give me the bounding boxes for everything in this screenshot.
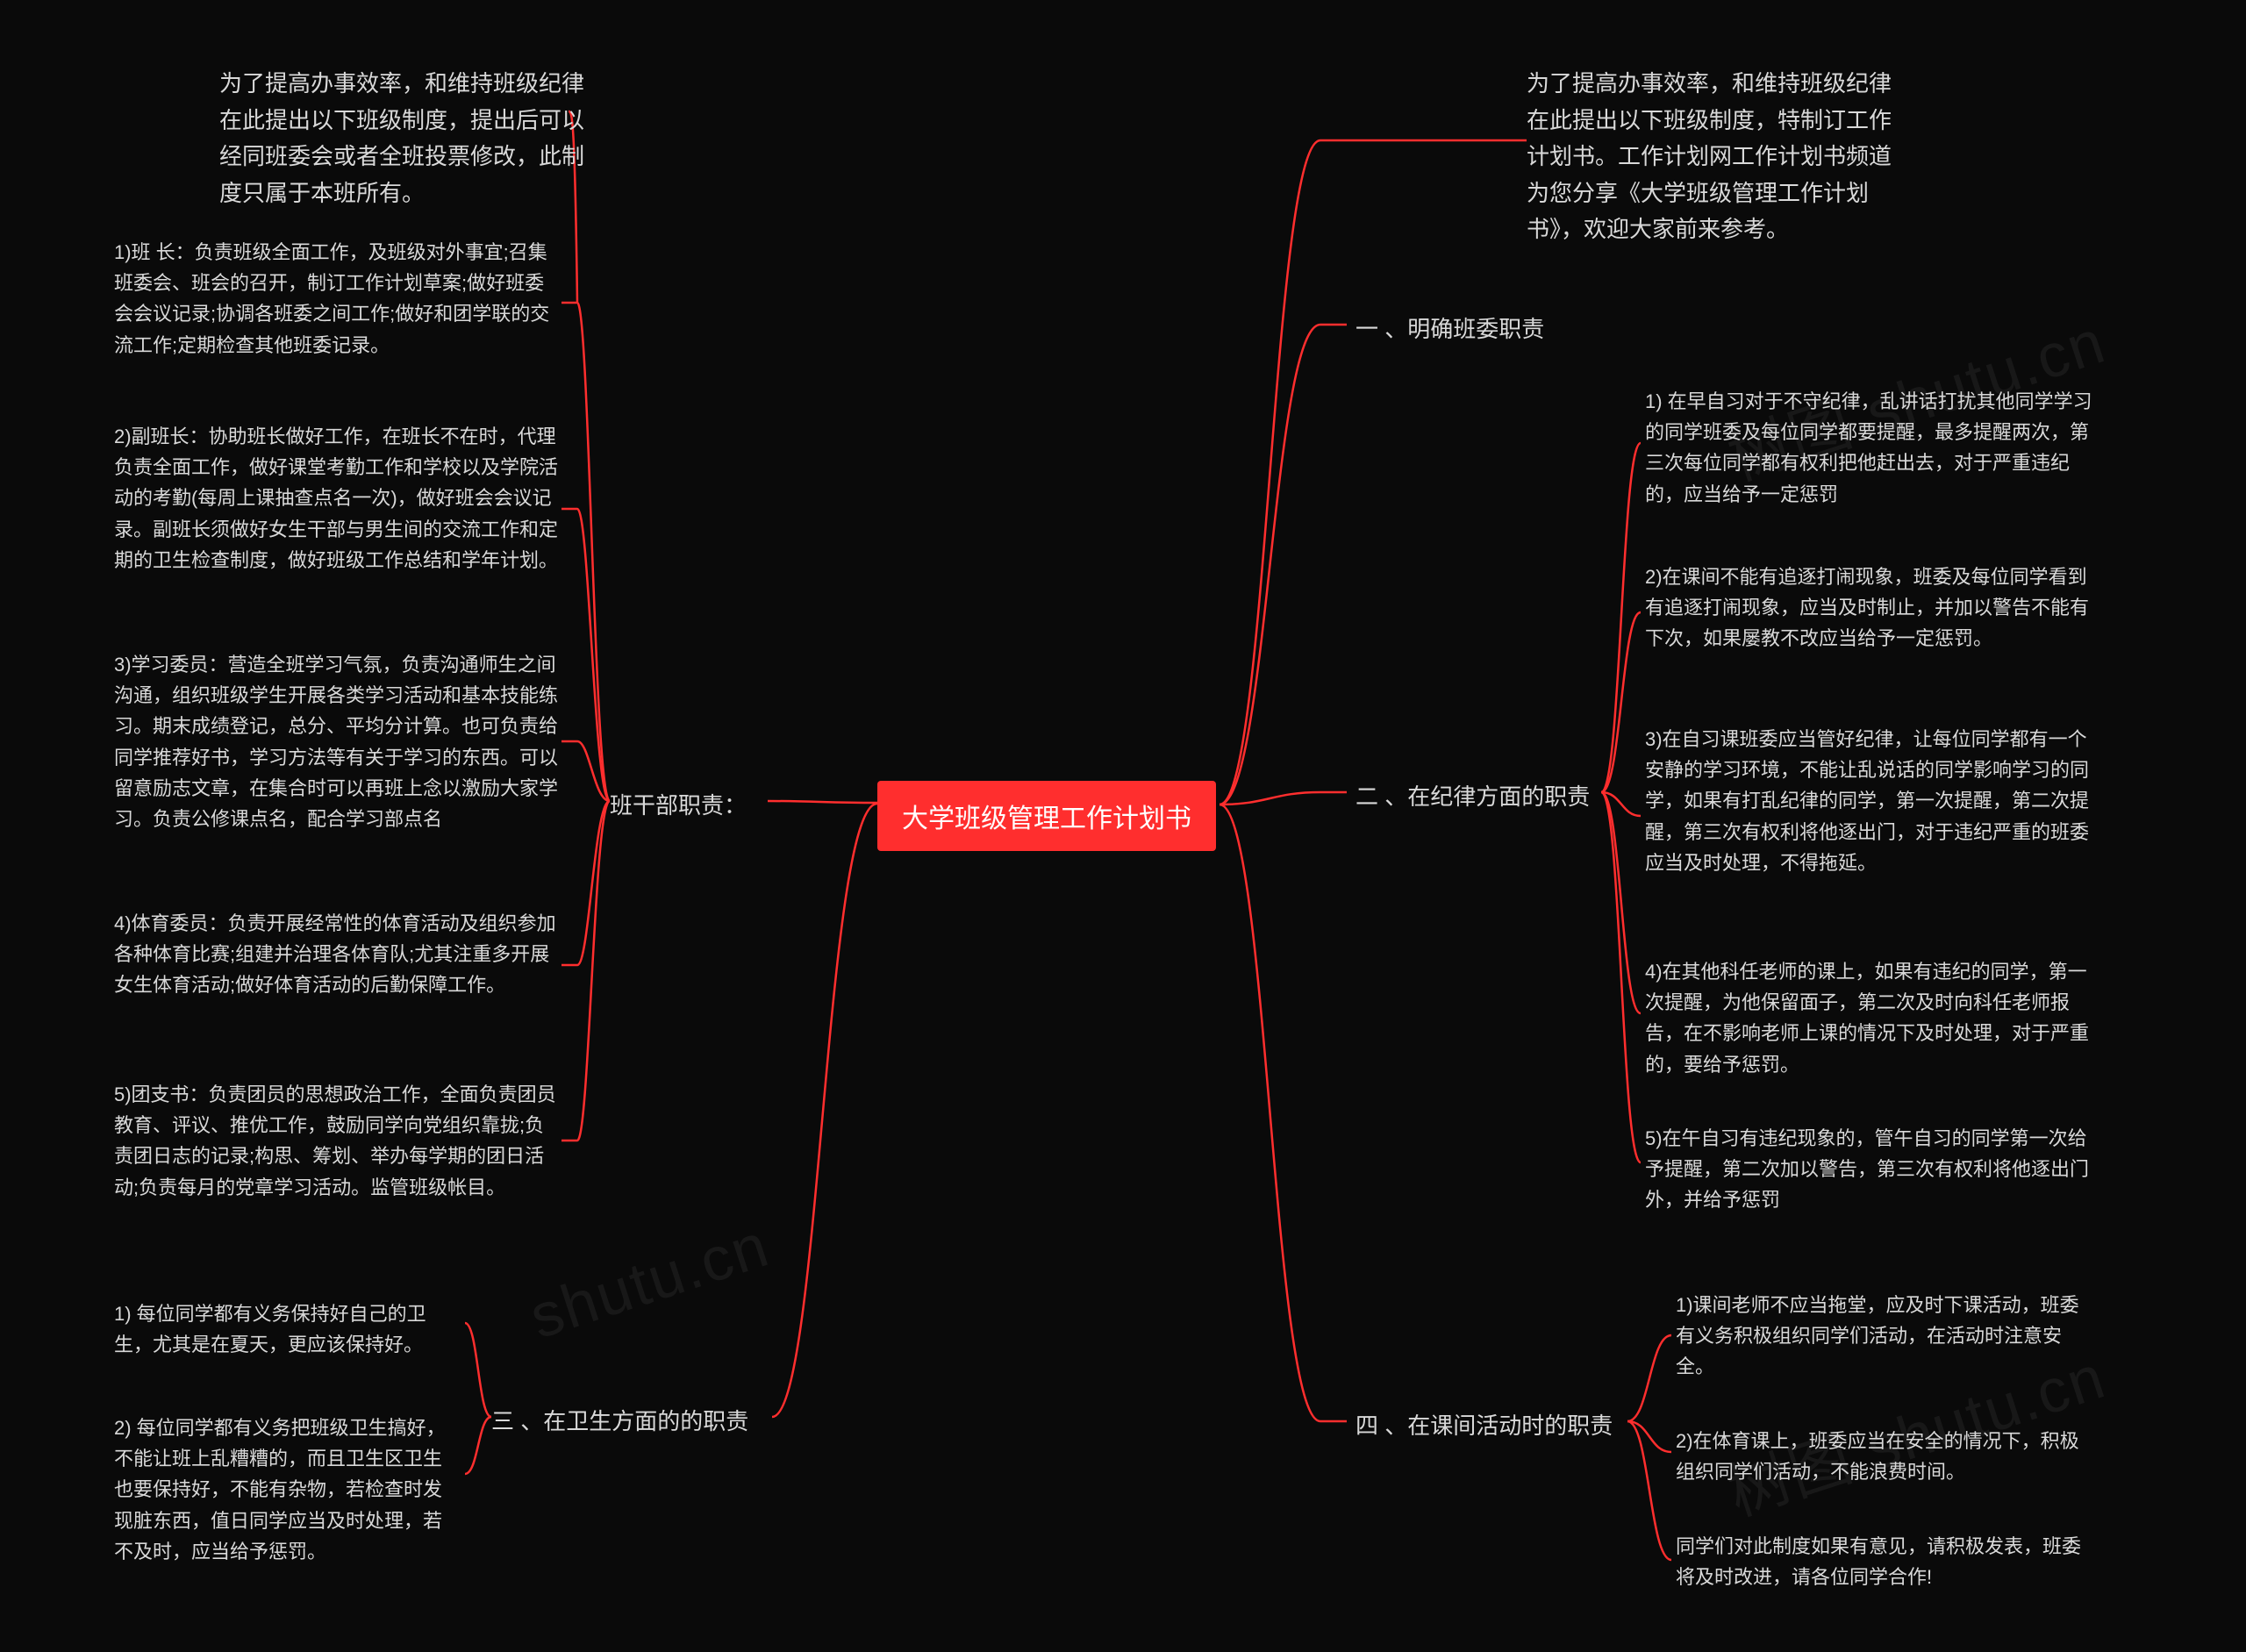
leaf-hygiene-1: 1) 每位同学都有义务保持好自己的卫生，尤其是在夏天，更应该保持好。 — [114, 1298, 461, 1360]
leaf-league-secretary: 5)团支书：负责团员的思想政治工作，全面负责团员教育、评议、推优工作，鼓励同学向… — [114, 1079, 562, 1203]
leaf-intro-left: 为了提高办事效率，和维持班级纪律在此提出以下班级制度，提出后可以经同班委会或者全… — [219, 66, 588, 211]
branch-right-duties[interactable]: 一 、明确班委职责 — [1355, 311, 1544, 344]
leaf-discipline-1: 1) 在早自习对于不守纪律，乱讲话打扰其他同学学习的同学班委及每位同学都要提醒，… — [1645, 386, 2097, 510]
branch-right-discipline[interactable]: 二 、在纪律方面的职责 — [1355, 779, 1590, 812]
mindmap-canvas: 树图 shutu.cn 树图 shutu.cn shutu.cn 大学班级管理工… — [0, 0, 2246, 1652]
leaf-break-2: 2)在体育课上，班委应当在安全的情况下，积极组织同学们活动，不能浪费时间。 — [1676, 1426, 2097, 1487]
leaf-break-3: 同学们对此制度如果有意见，请积极发表，班委将及时改进，请各位同学合作! — [1676, 1531, 2097, 1592]
leaf-hygiene-2: 2) 每位同学都有义务把班级卫生搞好，不能让班上乱糟糟的，而且卫生区卫生也要保持… — [114, 1412, 461, 1567]
branch-left-staff-duties[interactable]: 班干部职责： — [610, 788, 747, 820]
branch-right-break-activity[interactable]: 四 、在课间活动时的职责 — [1355, 1408, 1613, 1441]
leaf-vice-monitor: 2)副班长：协助班长做好工作，在班长不在时，代理负责全面工作，做好课堂考勤工作和… — [114, 421, 562, 576]
leaf-discipline-4: 4)在其他科任老师的课上，如果有违纪的同学，第一次提醒，为他保留面子，第二次及时… — [1645, 956, 2097, 1080]
branch-left-hygiene[interactable]: 三 、在卫生方面的的职责 — [491, 1404, 748, 1436]
leaf-break-1: 1)课间老师不应当拖堂，应及时下课活动，班委有义务积极组织同学们活动，在活动时注… — [1676, 1290, 2097, 1383]
watermark: shutu.cn — [522, 1210, 778, 1353]
center-node[interactable]: 大学班级管理工作计划书 — [877, 781, 1216, 851]
leaf-discipline-5: 5)在午自习有违纪现象的，管午自习的同学第一次给予提醒，第二次加以警告，第三次有… — [1645, 1123, 2097, 1216]
leaf-monitor: 1)班 长：负责班级全面工作，及班级对外事宜;召集班委会、班会的召开，制订工作计… — [114, 237, 562, 361]
leaf-discipline-2: 2)在课间不能有追逐打闹现象，班委及每位同学看到有追逐打闹现象，应当及时制止，并… — [1645, 561, 2097, 654]
leaf-sports-commissary: 4)体育委员：负责开展经常性的体育活动及组织参加各种体育比赛;组建并治理各体育队… — [114, 908, 562, 1001]
leaf-discipline-3: 3)在自习课班委应当管好纪律，让每位同学都有一个安静的学习环境，不能让乱说话的同… — [1645, 724, 2097, 878]
leaf-study-commissary: 3)学习委员：营造全班学习气氛，负责沟通师生之间沟通，组织班级学生开展各类学习活… — [114, 649, 562, 834]
leaf-intro-right: 为了提高办事效率，和维持班级纪律在此提出以下班级制度，特制订工作计划书。工作计划… — [1527, 66, 1895, 248]
